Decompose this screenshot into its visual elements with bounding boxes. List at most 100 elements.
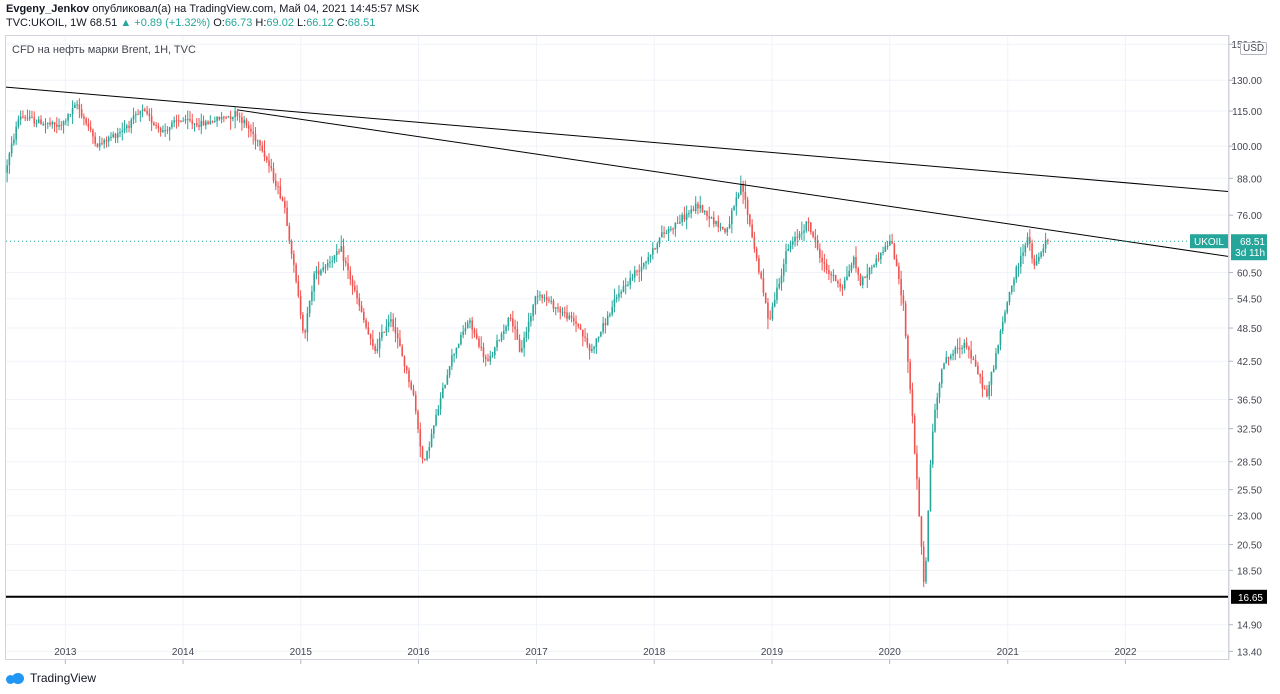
candle-body (762, 278, 765, 293)
candle-body (475, 333, 478, 339)
candle-body (243, 119, 245, 124)
candle-body (593, 346, 595, 350)
candle-body (502, 330, 505, 334)
candle-body (331, 260, 334, 262)
candle-body (735, 197, 738, 207)
candle-body (87, 123, 90, 128)
candle-body (927, 511, 930, 561)
candle-body (588, 345, 591, 352)
candle-body (349, 270, 352, 280)
price-tick-label: 14.90 (1237, 621, 1262, 632)
candle-body (1026, 237, 1029, 246)
candle-body (46, 122, 49, 124)
candle-body (110, 136, 112, 138)
candle-body (925, 560, 927, 582)
candle-body (144, 109, 146, 111)
candle-body (13, 139, 15, 144)
candle-body (146, 110, 148, 114)
candle-body (886, 245, 889, 247)
candle-body (828, 269, 830, 274)
candle-body (168, 127, 171, 131)
candle-body (834, 274, 837, 282)
candle-body (162, 130, 164, 133)
candle-body (94, 136, 96, 144)
candle-body (796, 237, 799, 239)
candle-body (184, 119, 187, 121)
candle-body (241, 117, 243, 124)
author-name[interactable]: Evgeny_Jenkov (6, 3, 90, 15)
price-tick-label: 54.50 (1237, 295, 1262, 306)
candle-body (803, 230, 805, 233)
price-tick-label: 36.50 (1237, 396, 1262, 407)
candle-body (471, 320, 473, 330)
candle-body (636, 270, 638, 272)
candle-body (929, 464, 932, 512)
candle-body (103, 140, 106, 144)
candle-body (385, 326, 388, 333)
candles (6, 98, 1049, 588)
candle-body (1040, 252, 1042, 257)
candle-body (256, 140, 259, 142)
candle-body (390, 319, 392, 322)
candle-body (335, 251, 338, 256)
candle-body (457, 344, 460, 348)
candle-body (308, 300, 311, 314)
candle-body (645, 261, 647, 264)
candle-body (911, 389, 914, 417)
candle-body (238, 116, 241, 118)
open-label: O: (213, 17, 225, 29)
symbol-info: TVC:UKOIL, 1W 68.51 ▲ +0.89 (+1.32%) O:6… (6, 17, 375, 29)
symbol-tag (1190, 234, 1228, 249)
candle-body (959, 348, 961, 350)
candle-body (507, 317, 510, 327)
candle-body (758, 258, 760, 273)
candle-body (356, 290, 358, 299)
candle-body (189, 118, 191, 121)
candle-body (1019, 255, 1022, 267)
candle-body (703, 210, 706, 213)
candle-body (383, 331, 385, 333)
symbol-label: UKOIL (1194, 237, 1224, 248)
price-tick-label: 130.00 (1231, 76, 1262, 87)
candle-body (701, 205, 704, 213)
candle-body (1004, 312, 1006, 322)
candle-body (907, 336, 909, 362)
footer: TradingView (6, 671, 96, 685)
candle-body (970, 349, 972, 359)
candle-body (92, 129, 94, 137)
candle-body (342, 246, 345, 262)
candle-body (568, 315, 571, 319)
candle-body (764, 292, 767, 303)
candle-body (462, 331, 464, 336)
candle-body (211, 121, 214, 123)
candle-body (821, 257, 823, 263)
candle-body (950, 355, 952, 359)
candle-body (175, 120, 178, 122)
candle-body (649, 254, 652, 258)
candle-body (586, 337, 589, 346)
currency-button[interactable]: USD (1240, 42, 1268, 55)
candle-body (685, 213, 688, 220)
candle-body (324, 266, 327, 268)
candle-body (428, 446, 431, 451)
candle-body (956, 347, 959, 349)
candle-body (810, 222, 812, 233)
candle-body (35, 123, 38, 125)
candle-body (972, 358, 975, 360)
candle-body (667, 228, 670, 234)
support-price-label: 16.65 (1238, 593, 1263, 604)
candle-body (681, 214, 683, 222)
candle-body (893, 243, 896, 259)
candle-body (900, 279, 902, 296)
candle-body (591, 349, 593, 352)
candle-body (69, 113, 72, 115)
tradingview-cloud-icon (6, 672, 26, 684)
candle-body (403, 356, 406, 367)
candle-body (706, 210, 708, 217)
candle-body (65, 120, 67, 122)
candle-body (595, 338, 598, 347)
candle-body (299, 295, 302, 315)
candle-body (733, 206, 735, 211)
candle-body (284, 200, 286, 208)
